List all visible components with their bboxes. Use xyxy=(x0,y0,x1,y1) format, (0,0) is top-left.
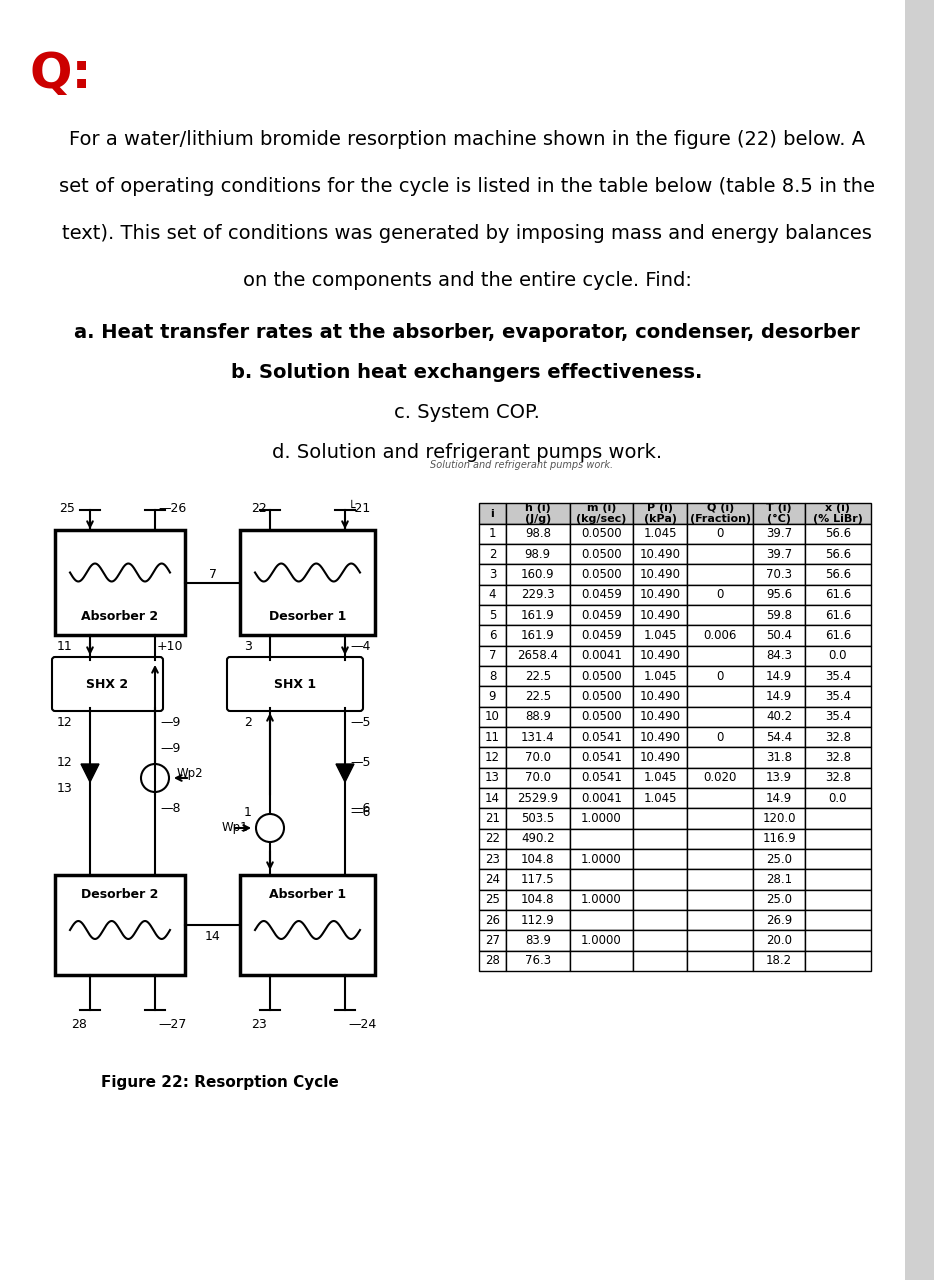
Text: 13: 13 xyxy=(56,782,72,795)
Text: —4: —4 xyxy=(350,640,371,654)
Text: on the components and the entire cycle. Find:: on the components and the entire cycle. … xyxy=(243,271,691,291)
Polygon shape xyxy=(81,764,99,782)
Text: 12: 12 xyxy=(56,717,72,730)
Text: —9: —9 xyxy=(160,717,180,730)
Text: 23: 23 xyxy=(251,1018,267,1030)
Text: Absorber 1: Absorber 1 xyxy=(269,888,347,901)
FancyBboxPatch shape xyxy=(227,657,363,710)
Text: For a water/lithium bromide resorption machine shown in the figure (22) below. A: For a water/lithium bromide resorption m… xyxy=(69,131,865,148)
Text: 3: 3 xyxy=(244,640,252,654)
Text: └21: └21 xyxy=(348,502,371,515)
Text: —9: —9 xyxy=(160,741,180,754)
Text: —6: —6 xyxy=(350,806,371,819)
Text: SHX 1: SHX 1 xyxy=(274,677,316,690)
Text: —6: —6 xyxy=(350,801,371,814)
Text: d. Solution and refrigerant pumps work.: d. Solution and refrigerant pumps work. xyxy=(272,443,662,462)
Bar xyxy=(55,530,185,635)
Circle shape xyxy=(256,814,284,842)
Text: 28: 28 xyxy=(71,1018,87,1030)
Text: Q:: Q: xyxy=(30,50,92,99)
Text: b. Solution heat exchangers effectiveness.: b. Solution heat exchangers effectivenes… xyxy=(232,364,702,381)
Text: —8: —8 xyxy=(160,801,180,814)
Text: —5: —5 xyxy=(350,756,371,769)
Text: 22: 22 xyxy=(251,502,267,515)
Circle shape xyxy=(141,764,169,792)
Text: SHX 2: SHX 2 xyxy=(86,677,128,690)
Text: 1: 1 xyxy=(244,806,252,819)
Text: 11: 11 xyxy=(56,640,72,654)
Text: Figure 22: Resorption Cycle: Figure 22: Resorption Cycle xyxy=(101,1075,339,1091)
Text: —26: —26 xyxy=(158,502,186,515)
Text: Solution and refrigerant pumps work.: Solution and refrigerant pumps work. xyxy=(430,460,613,470)
Text: —27: —27 xyxy=(158,1018,187,1030)
Text: Absorber 2: Absorber 2 xyxy=(81,611,159,623)
Bar xyxy=(240,530,375,635)
Bar xyxy=(240,876,375,975)
Text: Wp2: Wp2 xyxy=(177,767,204,780)
Text: 7: 7 xyxy=(208,568,217,581)
Text: +10: +10 xyxy=(157,640,183,654)
Text: set of operating conditions for the cycle is listed in the table below (table 8.: set of operating conditions for the cycl… xyxy=(59,177,875,196)
FancyBboxPatch shape xyxy=(52,657,163,710)
Text: 25: 25 xyxy=(59,502,75,515)
Text: —5: —5 xyxy=(350,717,371,730)
Polygon shape xyxy=(336,764,354,782)
Text: c. System COP.: c. System COP. xyxy=(394,403,540,422)
Text: Desorber 2: Desorber 2 xyxy=(81,888,159,901)
Text: 2: 2 xyxy=(244,717,252,730)
Bar xyxy=(55,876,185,975)
Text: 12: 12 xyxy=(56,756,72,769)
Text: Wp1: Wp1 xyxy=(221,822,248,835)
Text: text). This set of conditions was generated by imposing mass and energy balances: text). This set of conditions was genera… xyxy=(62,224,872,243)
Text: a. Heat transfer rates at the absorber, evaporator, condenser, desorber: a. Heat transfer rates at the absorber, … xyxy=(74,323,860,342)
Text: Desorber 1: Desorber 1 xyxy=(269,611,347,623)
Text: —24: —24 xyxy=(348,1018,376,1030)
Text: 14: 14 xyxy=(205,931,220,943)
